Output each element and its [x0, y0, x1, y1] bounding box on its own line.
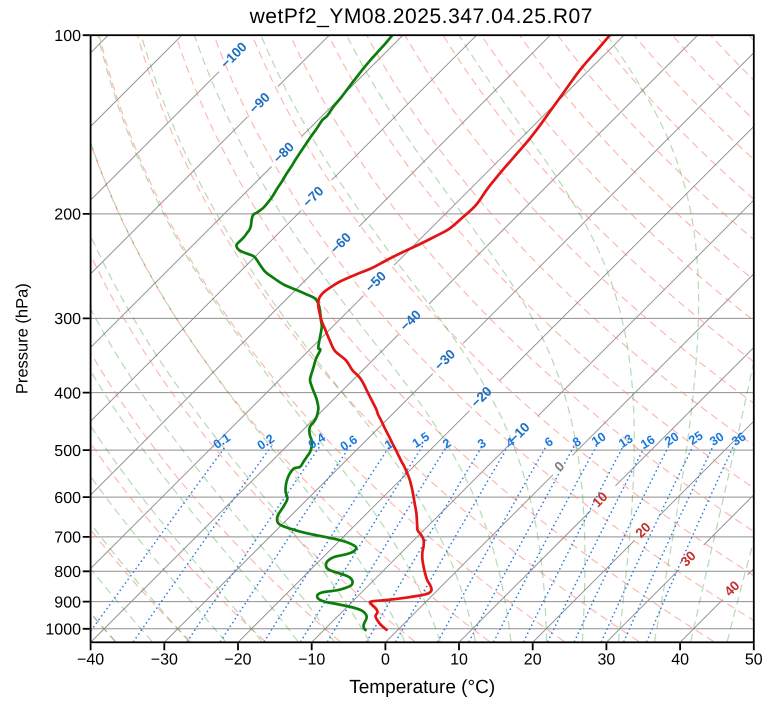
svg-text:30: 30 — [598, 652, 616, 669]
svg-text:900: 900 — [54, 594, 81, 611]
svg-text:10: 10 — [450, 652, 468, 669]
svg-text:20: 20 — [633, 520, 654, 541]
svg-text:36: 36 — [729, 429, 748, 448]
svg-text:200: 200 — [54, 207, 81, 224]
svg-text:−30: −30 — [151, 652, 178, 669]
svg-text:700: 700 — [54, 530, 81, 547]
svg-text:Pressure (hPa): Pressure (hPa) — [14, 283, 32, 394]
svg-text:−20: −20 — [224, 652, 251, 669]
svg-text:13: 13 — [616, 431, 635, 450]
svg-text:25: 25 — [686, 428, 705, 447]
svg-text:50: 50 — [745, 652, 763, 669]
svg-text:500: 500 — [54, 443, 81, 460]
svg-text:800: 800 — [54, 564, 81, 581]
svg-text:−10: −10 — [298, 652, 325, 669]
svg-text:wetPf2_YM08.2025.347.04.25.R07: wetPf2_YM08.2025.347.04.25.R07 — [249, 5, 593, 28]
svg-text:20: 20 — [524, 652, 542, 669]
svg-text:40: 40 — [671, 652, 689, 669]
svg-text:30: 30 — [707, 429, 726, 448]
svg-text:600: 600 — [54, 490, 81, 507]
svg-text:10: 10 — [589, 429, 608, 448]
svg-text:Temperature (°C): Temperature (°C) — [349, 677, 495, 698]
svg-text:16: 16 — [638, 432, 657, 451]
svg-text:−40: −40 — [77, 652, 104, 669]
svg-text:100: 100 — [54, 28, 81, 45]
svg-text:400: 400 — [54, 385, 81, 402]
svg-text:0: 0 — [381, 652, 390, 669]
svg-text:300: 300 — [54, 311, 81, 328]
svg-text:20: 20 — [662, 429, 681, 448]
svg-text:1000: 1000 — [45, 622, 81, 639]
